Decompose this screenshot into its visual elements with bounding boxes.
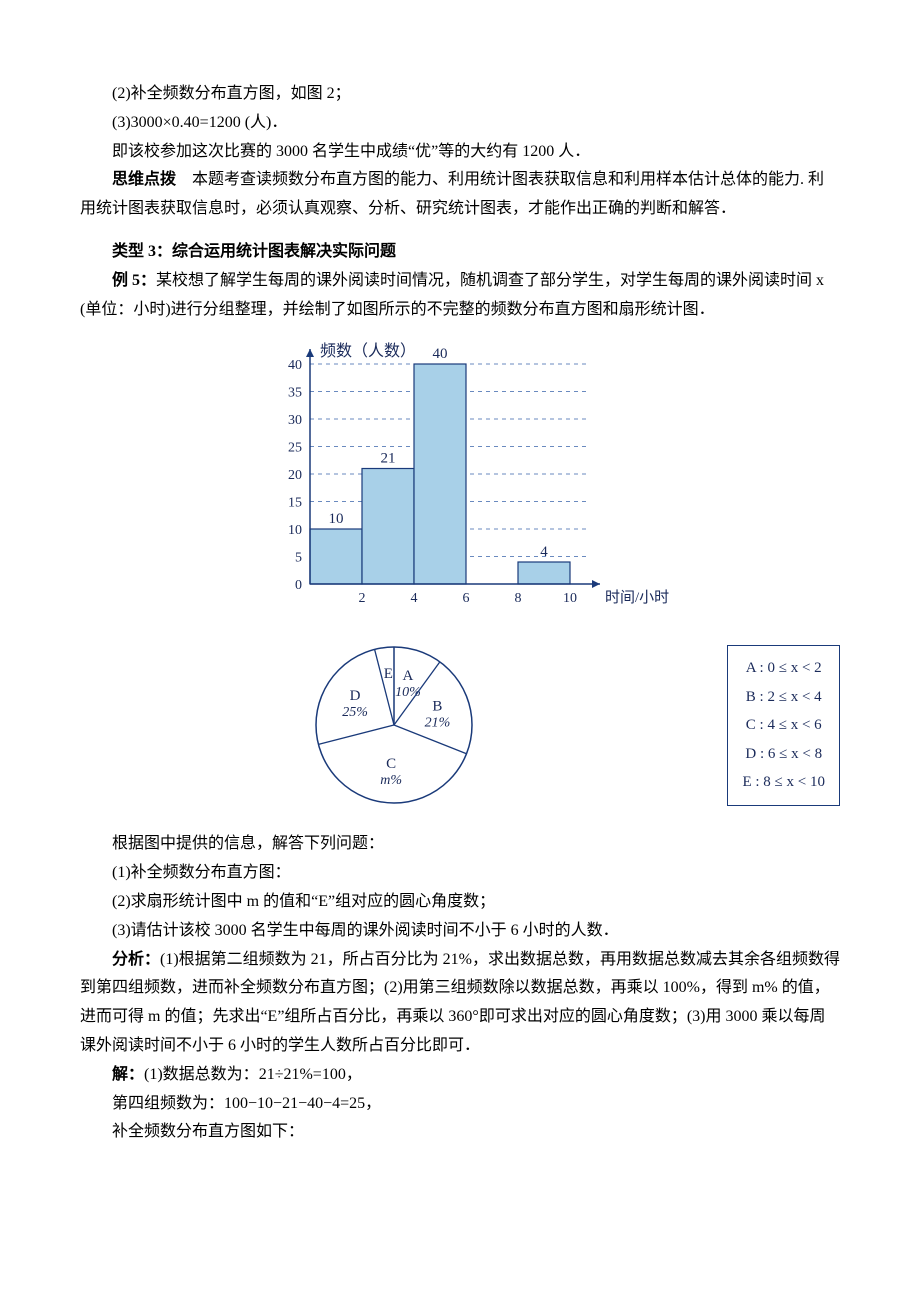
svg-text:A: A [402,668,413,684]
svg-text:20: 20 [288,468,302,483]
svg-text:25%: 25% [342,705,368,720]
solve-label: 解： [112,1066,144,1083]
svg-text:C: C [386,757,396,773]
legend-item: A : 0 ≤ x < 2 [742,654,825,683]
analysis-label: 分析： [112,951,160,968]
svg-text:B: B [432,699,442,715]
analysis: 分析：(1)根据第二组频数为 21，所占百分比为 21%，求出数据总数，再用数据… [80,946,840,1061]
legend-box: A : 0 ≤ x < 2B : 2 ≤ x < 4C : 4 ≤ x < 6D… [727,645,840,806]
svg-text:30: 30 [288,413,302,428]
svg-text:10: 10 [288,523,302,538]
svg-text:40: 40 [433,346,448,362]
svg-text:m%: m% [380,774,402,789]
ex5-stem: 例 5：某校想了解学生每周的课外阅读时间情况，随机调查了部分学生，对学生每周的课… [80,267,840,325]
svg-text:时间/小时: 时间/小时 [605,589,669,606]
svg-text:40: 40 [288,358,302,373]
svg-text:D: D [349,688,360,704]
line-4: 即该校参加这次比赛的 3000 名学生中成绩“优”等的大约有 1200 人． [80,138,840,167]
svg-text:8: 8 [515,591,522,606]
svg-text:2: 2 [359,591,366,606]
q-head: 根据图中提供的信息，解答下列问题： [80,830,840,859]
svg-text:15: 15 [288,496,302,511]
svg-text:21%: 21% [424,716,450,731]
svg-text:5: 5 [295,551,302,566]
legend-item: E : 8 ≤ x < 10 [742,768,825,797]
figure-area: 5 10 15 20 25 30 35 40 0 10 21 40 4 2 4 6 8 10 频数（人数） 时间/小时… [80,334,840,820]
legend-item: C : 4 ≤ x < 6 [742,711,825,740]
svg-text:25: 25 [288,441,302,456]
q2: (2)求扇形统计图中 m 的值和“E”组对应的圆心角度数； [80,888,840,917]
legend-item: B : 2 ≤ x < 4 [742,683,825,712]
solve-l2: 第四组频数为：100−10−21−40−4=25， [80,1090,840,1119]
svg-text:10: 10 [563,591,577,606]
q1: (1)补全频数分布直方图： [80,859,840,888]
pie-chart: A10%B21%Cm%D25%E [299,630,489,820]
solve-l1: 解：(1)数据总数为：21÷21%=100， [80,1061,840,1090]
svg-text:6: 6 [463,591,470,606]
q3: (3)请估计该校 3000 名学生中每周的课外阅读时间不小于 6 小时的人数． [80,917,840,946]
ex5-label: 例 5： [112,272,156,289]
legend-item: D : 6 ≤ x < 8 [742,740,825,769]
svg-text:E: E [383,666,392,682]
svg-text:0: 0 [295,578,302,593]
section-3-title: 类型 3：综合运用统计图表解决实际问题 [80,238,840,267]
svg-text:频数（人数）: 频数（人数） [320,342,416,360]
solve-l3: 补全频数分布直方图如下： [80,1118,840,1147]
svg-text:4: 4 [411,591,418,606]
dianbo: 思维点拨 本题考查读频数分布直方图的能力、利用统计图表获取信息和利用样本估计总体… [80,166,840,224]
svg-text:35: 35 [288,386,302,401]
histogram: 5 10 15 20 25 30 35 40 0 10 21 40 4 2 4 6 8 10 频数（人数） 时间/小时 [250,334,670,624]
line-2: (2)补全频数分布直方图，如图 2； [80,80,840,109]
svg-text:10: 10 [329,511,344,527]
line-3: (3)3000×0.40=1200 (人)． [80,109,840,138]
svg-text:21: 21 [381,451,396,467]
svg-text:4: 4 [540,544,548,560]
dianbo-label: 思维点拨 [112,171,176,188]
